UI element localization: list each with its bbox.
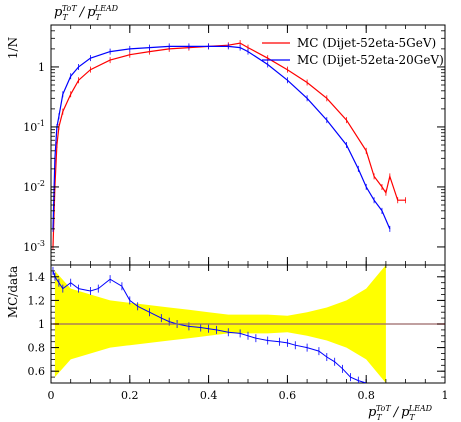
title-num-sub: T	[62, 13, 68, 22]
title-denominator: p	[87, 5, 96, 20]
title-numerator: p	[54, 5, 63, 20]
main-series-line-blue	[52, 45, 391, 230]
x-tick-label: 0.2	[121, 389, 139, 402]
x-tick-label: 0.6	[279, 389, 297, 402]
title-num-sup: ToT	[62, 4, 78, 13]
main-y-axis-label: 1/N	[6, 37, 20, 59]
main-y-tick-label: 1	[38, 61, 45, 74]
main-y-tick-label: 10-1	[23, 119, 45, 134]
legend-label-blue: MC (Dijet-52eta-20GeV)	[297, 53, 444, 67]
ratio-y-axis-label: MC/data	[6, 266, 20, 318]
ratio-y-tick-label: 1.2	[28, 294, 46, 307]
main-y-tick-label: 10-3	[23, 239, 45, 254]
title-slash: /	[78, 5, 86, 20]
axes: 10-3 10-2 10-1 1 0.6 0.8 1 1.2 1.4 0 0.2 0.4 0.6 0.8 1	[23, 24, 449, 402]
ratio-y-tick-label: 1	[38, 318, 45, 331]
ratio-y-tick-label: 0.6	[28, 365, 46, 378]
legend: MC (Dijet-52eta-5GeV) MC (Dijet-52eta-20…	[262, 36, 444, 67]
main-series-line-red	[52, 42, 406, 247]
title-den-sup: LEAD	[94, 4, 119, 13]
legend-label-red: MC (Dijet-52eta-5GeV)	[297, 36, 436, 50]
x-tick-label: 0	[48, 389, 55, 402]
ratio-y-tick-label: 1.4	[28, 271, 46, 284]
main-y-tick-label: 10-2	[23, 179, 45, 194]
ratio-plot-area	[51, 265, 445, 383]
title-den-sub: T	[95, 13, 101, 22]
ratio-series-line-blue	[52, 270, 367, 383]
x-tick-label: 1	[442, 389, 449, 402]
x-axis-label: pTToT / pTLEAD	[368, 404, 433, 422]
plot-title: pTToT / pTLEAD	[54, 4, 119, 22]
x-tick-label: 0.8	[357, 389, 375, 402]
main-plot-area	[52, 40, 407, 250]
x-tick-label: 0.4	[200, 389, 218, 402]
ratio-y-tick-label: 0.8	[28, 342, 46, 355]
